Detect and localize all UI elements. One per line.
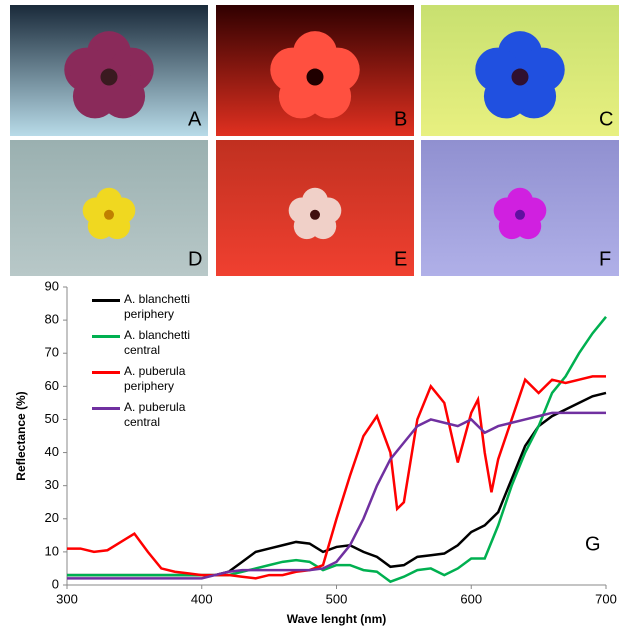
panel-label: G	[585, 533, 601, 555]
x-axis-label: Wave lenght (nm)	[287, 612, 387, 626]
petal	[494, 197, 520, 223]
x-tick-label: 300	[56, 591, 78, 606]
legend-swatch	[92, 335, 120, 338]
legend-swatch	[92, 407, 120, 410]
x-tick-label: 400	[191, 591, 213, 606]
legend-swatch	[92, 371, 120, 374]
panel-label: E	[394, 248, 407, 270]
legend-item: A. blanchetti central	[92, 328, 224, 358]
y-tick-label: 30	[45, 477, 59, 492]
flower-center	[101, 69, 118, 86]
legend-item: A. puberula periphery	[92, 364, 224, 394]
y-tick-label: 0	[52, 576, 59, 591]
y-tick-label: 40	[45, 444, 59, 459]
flower-center	[310, 210, 320, 220]
legend-label: A. puberula central	[124, 400, 224, 430]
flower-center	[515, 210, 525, 220]
y-tick-label: 20	[45, 510, 59, 525]
y-tick-label: 90	[45, 278, 59, 293]
legend-label: A. puberula periphery	[124, 364, 224, 394]
legend-item: A. puberula central	[92, 400, 224, 430]
petal	[289, 197, 315, 223]
legend-swatch	[92, 299, 120, 302]
panel-label: C	[599, 108, 613, 130]
legend-label: A. blanchetti central	[124, 328, 224, 358]
panel-label: D	[188, 248, 202, 270]
petal	[475, 48, 519, 92]
flower-center	[307, 69, 324, 86]
page: A B C D E F 0 10 20 30 40 50 60 70 80 90 300 400 500 600 700…	[0, 0, 624, 628]
panel-label: B	[394, 108, 407, 130]
flower-center	[512, 69, 529, 86]
x-tick-label: 500	[326, 591, 348, 606]
y-tick-label: 10	[45, 543, 59, 558]
y-tick-label: 60	[45, 378, 59, 393]
x-tick-label: 700	[595, 591, 617, 606]
x-tick-label: 600	[460, 591, 482, 606]
y-tick-label: 80	[45, 312, 59, 327]
legend: A. blanchetti periphery A. blanchetti cen…	[92, 292, 224, 436]
flower-center	[104, 210, 114, 220]
y-tick-label: 50	[45, 411, 59, 426]
petal	[64, 48, 108, 92]
panel-label: A	[188, 108, 202, 130]
petal	[83, 197, 109, 223]
legend-item: A. blanchetti periphery	[92, 292, 224, 322]
panel-label: F	[599, 248, 611, 270]
petal	[270, 48, 314, 92]
legend-label: A. blanchetti periphery	[124, 292, 224, 322]
y-axis-label: Reflectance (%)	[14, 391, 28, 480]
y-tick-label: 70	[45, 345, 59, 360]
